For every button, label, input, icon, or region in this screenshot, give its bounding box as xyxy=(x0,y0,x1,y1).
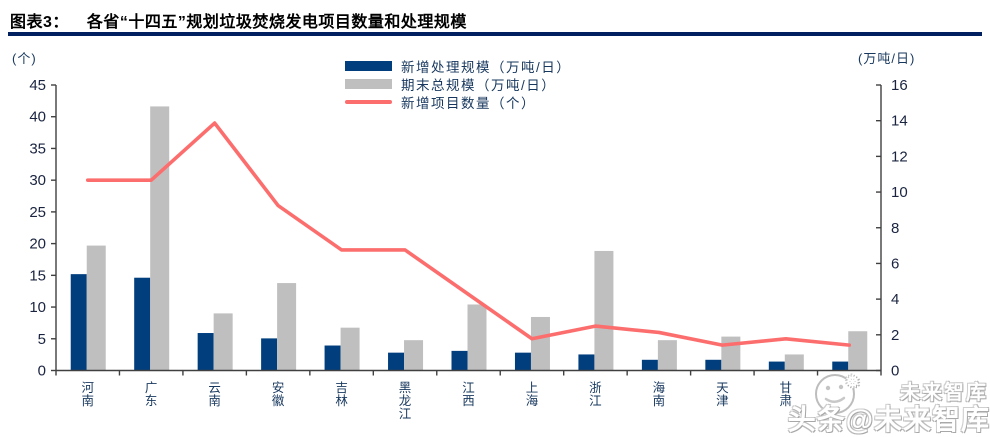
legend-label: 期末总规模（万吨/日） xyxy=(401,77,557,93)
total-capacity-bar xyxy=(657,340,677,371)
figure-title: 图表3： 各省“十四五”规划垃圾焚烧发电项目数量和处理规模 xyxy=(10,8,980,32)
total-capacity-bar xyxy=(784,354,804,371)
new-capacity-bar xyxy=(705,359,722,371)
x-axis-category-label: 海南 xyxy=(653,380,666,408)
total-capacity-bar xyxy=(594,250,614,371)
watermark-text-small: 未来智库 xyxy=(900,382,988,404)
figure-title-text: 各省“十四五”规划垃圾焚烧发电项目数量和处理规模 xyxy=(86,14,467,31)
new-capacity-bar xyxy=(261,338,278,371)
x-axis-category-label: 上海 xyxy=(526,381,539,408)
legend-swatch-blue-bar xyxy=(345,60,392,71)
total-capacity-bar xyxy=(213,313,233,371)
left-axis-tick-label: 30 xyxy=(29,172,46,189)
legend: 新增处理规模（万吨/日） 期末总规模（万吨/日） 新增项目数量（个） xyxy=(345,59,571,111)
new-capacity-bar xyxy=(832,361,849,371)
figure-number: 图表3： xyxy=(10,14,69,31)
new-capacity-bar xyxy=(388,352,405,371)
new-capacity-bar xyxy=(578,354,595,371)
total-capacity-bar xyxy=(721,336,741,371)
left-axis-tick-label: 45 xyxy=(29,77,46,94)
watermark-snowflake-icon: ❅ xyxy=(845,372,861,392)
total-capacity-bar xyxy=(467,304,487,371)
x-axis-category-label: 云南 xyxy=(208,381,221,408)
left-axis-unit-label: (个) xyxy=(12,51,37,66)
new-capacity-bar xyxy=(514,352,531,371)
total-capacity-bar xyxy=(404,340,424,371)
left-axis-tick-label: 40 xyxy=(29,109,46,126)
left-axis-tick-label: 0 xyxy=(38,363,46,380)
total-capacity-bar xyxy=(277,283,297,371)
right-axis-tick-label: 10 xyxy=(891,184,908,201)
new-capacity-bar xyxy=(134,277,151,371)
right-axis-tick-label: 2 xyxy=(891,327,899,344)
right-axis-tick-label: 12 xyxy=(891,148,908,165)
x-axis-category-label: 天津 xyxy=(716,381,729,408)
left-axis-tick-label: 15 xyxy=(29,267,46,284)
new-capacity-bar xyxy=(641,359,658,371)
left-axis-tick-label: 20 xyxy=(29,236,46,253)
x-axis-category-label: 河南 xyxy=(81,381,94,408)
new-capacity-bar xyxy=(70,274,87,371)
x-axis-category-label: 广东 xyxy=(145,381,158,408)
total-capacity-bar xyxy=(150,106,170,371)
x-axis-category-label: 吉林 xyxy=(335,381,348,408)
legend-item-project-count: 新增项目数量（个） xyxy=(345,95,571,111)
watermark-text-big: 头条@未来智库 xyxy=(787,404,990,435)
legend-item-total-capacity: 期末总规模（万吨/日） xyxy=(345,77,571,93)
new-capacity-bar xyxy=(768,361,785,371)
right-axis-tick-label: 6 xyxy=(891,255,899,272)
legend-swatch-gray-bar xyxy=(345,78,392,89)
left-axis-tick-label: 35 xyxy=(29,140,46,157)
total-capacity-bar xyxy=(86,245,106,371)
right-axis-tick-label: 14 xyxy=(891,113,908,130)
left-axis-tick-label: 25 xyxy=(29,204,46,221)
new-capacity-bar xyxy=(451,350,468,371)
legend-label: 新增处理规模（万吨/日） xyxy=(401,59,572,75)
x-axis-category-label: 黑龙江 xyxy=(399,381,412,421)
right-axis-unit-label: (万吨/日) xyxy=(858,51,916,66)
legend-item-new-capacity: 新增处理规模（万吨/日） xyxy=(345,59,571,75)
new-capacity-bar xyxy=(324,345,341,371)
right-axis-tick-label: 8 xyxy=(891,220,899,237)
new-capacity-bar xyxy=(197,333,214,371)
total-capacity-bar xyxy=(530,316,550,371)
x-axis-category-label: 浙江 xyxy=(589,380,602,408)
left-axis-tick-label: 5 xyxy=(38,331,46,348)
project-count-line xyxy=(85,121,852,347)
x-axis-category-label: 甘肃 xyxy=(780,381,793,408)
watermark-logo-icon xyxy=(815,374,855,414)
right-axis-tick-label: 16 xyxy=(891,77,908,94)
legend-label: 新增项目数量（个） xyxy=(401,95,536,111)
total-capacity-bar xyxy=(340,327,360,371)
title-divider xyxy=(8,32,982,36)
x-axis-category-label: 安徽 xyxy=(272,380,285,408)
right-axis-tick-label: 0 xyxy=(891,363,899,380)
left-axis-tick-label: 10 xyxy=(29,299,46,316)
legend-swatch-red-line xyxy=(345,99,392,104)
right-axis-tick-label: 4 xyxy=(891,291,899,308)
total-capacity-bar xyxy=(848,331,868,371)
x-axis-category-label: 江西 xyxy=(462,381,475,408)
